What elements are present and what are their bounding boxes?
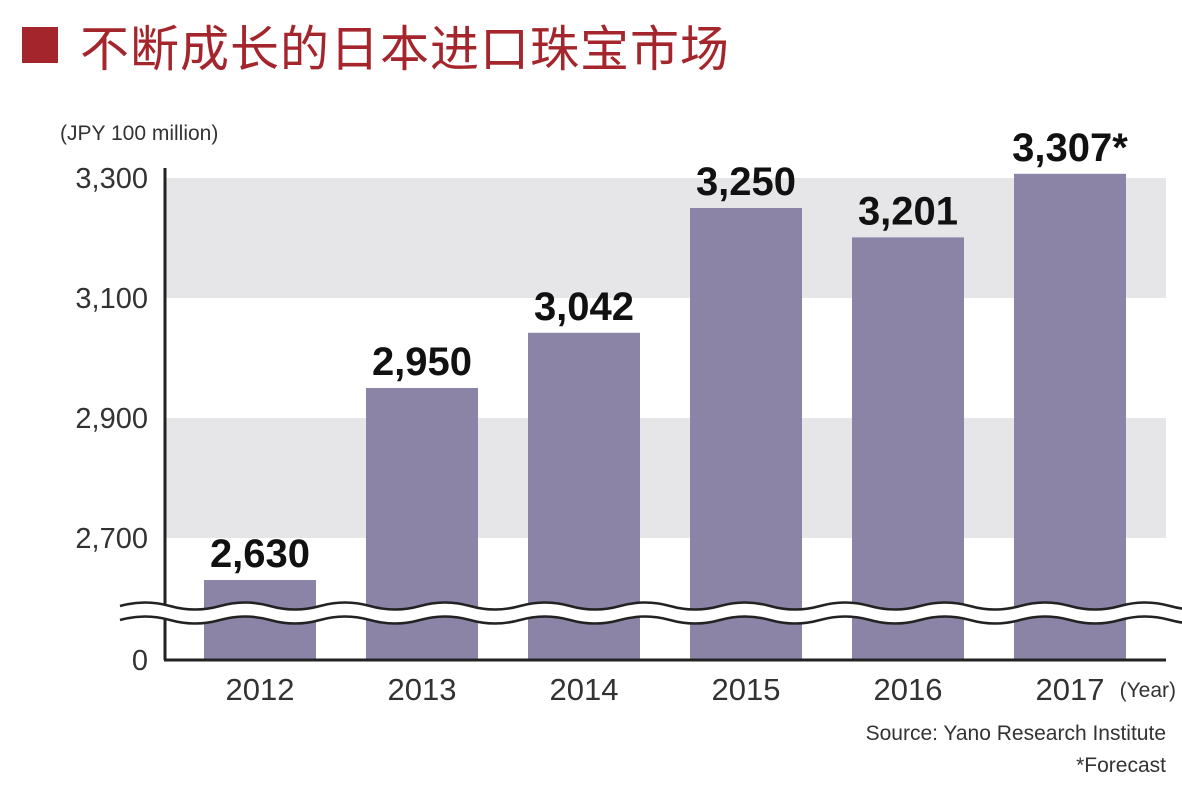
grid-band [165, 178, 1166, 298]
x-tick-2015: 2015 [712, 672, 781, 707]
x-tick-2016: 2016 [874, 672, 943, 707]
title-square-icon [22, 27, 58, 63]
y-tick-label: 2,900 [75, 403, 148, 435]
axis-break-line [119, 601, 1182, 611]
x-tick-2012: 2012 [226, 672, 295, 707]
axis-break-mark [118, 601, 1182, 625]
value-label-2012: 2,630 [210, 532, 310, 576]
bar-2017 [1014, 173, 1126, 661]
labels: 2,630 2012 2,950 2013 3,042 2014 3,250 2015 3,20… [60, 122, 1176, 777]
chart-title-row: 不断成长的日本进口珠宝市场 [22, 10, 730, 80]
x-tick-2014: 2014 [550, 672, 619, 707]
grid-band [165, 418, 1166, 538]
axes [163, 168, 1166, 662]
y-tick-label: 3,100 [75, 283, 148, 315]
value-label-2016: 3,201 [858, 189, 958, 233]
source-note: Source: Yano Research Institute [866, 722, 1166, 745]
value-label-2017: 3,307* [1012, 126, 1128, 170]
forecast-footnote: *Forecast [1076, 754, 1166, 777]
y-tick-label: 3,300 [75, 163, 148, 195]
value-label-2014: 3,042 [534, 285, 634, 329]
y-axis-unit: (JPY 100 million) [60, 122, 218, 145]
y-tick-label: 0 [132, 645, 148, 677]
grid-bands [165, 178, 1166, 538]
axis-break-fill [118, 602, 1182, 624]
bar-2015 [690, 208, 802, 660]
chart-title: 不断成长的日本进口珠宝市场 [80, 20, 731, 78]
y-tick-label: 2,700 [75, 523, 148, 555]
bar-2016 [852, 237, 964, 660]
axis-break-line [119, 615, 1182, 625]
value-label-2015: 3,250 [696, 160, 796, 204]
x-tick-2013: 2013 [388, 672, 457, 707]
x-axis-unit: (Year) [1120, 679, 1176, 702]
value-label-2013: 2,950 [372, 340, 472, 384]
x-tick-2017: 2017 [1036, 672, 1105, 707]
